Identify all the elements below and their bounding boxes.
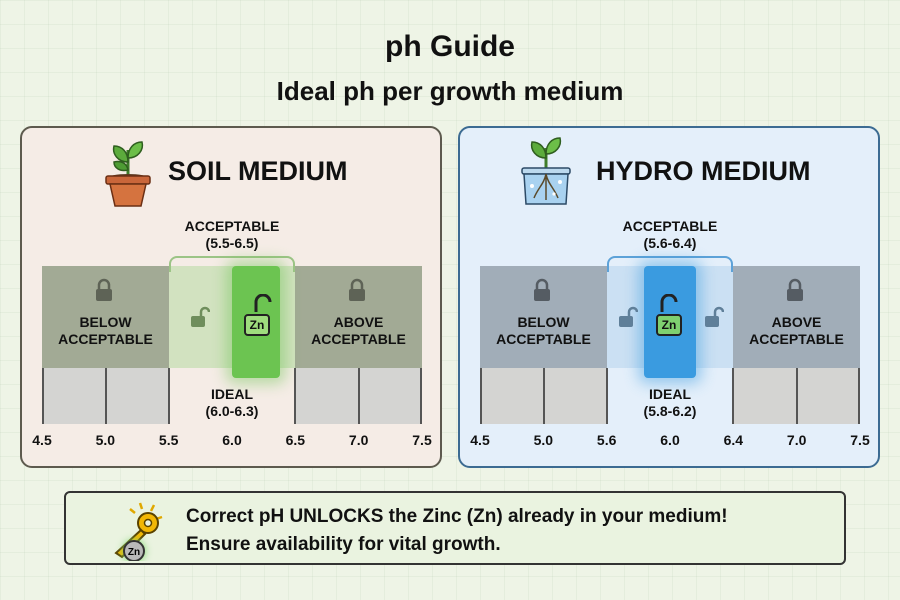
lock-closed-icon: [96, 278, 112, 301]
hydro-gridline: [480, 368, 482, 424]
hydro-gridline: [543, 368, 545, 424]
hydro-tick-label: 6.0: [660, 432, 680, 448]
hydro-acceptable-range: (5.6-6.4): [643, 235, 697, 251]
soil-ideal-title: IDEAL: [211, 386, 253, 402]
soil-gridline: [105, 368, 107, 424]
soil-below-line1: BELOW: [79, 314, 132, 330]
soil-ideal-label: IDEAL (6.0-6.3): [172, 386, 292, 420]
zinc-info-banner: Zn Correct pH UNLOCKS the Zinc (Zn) alre…: [64, 491, 846, 565]
page-title: ph Guide: [385, 30, 515, 63]
hydro-below-line2: ACCEPTABLE: [496, 331, 591, 347]
hydro-acceptable-title: ACCEPTABLE: [622, 218, 718, 234]
soil-panel: SOIL MEDIUM ACCEPTABLE (5.5-6.5) BELOW A…: [20, 126, 442, 468]
soil-gridline: [358, 368, 360, 424]
soil-acceptable-range: (5.5-6.5): [205, 235, 259, 251]
hydro-panel: HYDRO MEDIUM ACCEPTABLE (5.6-6.4) BELOW …: [458, 126, 880, 468]
hydro-ideal-title: IDEAL: [649, 386, 691, 402]
hydro-tick-label: 5.0: [533, 432, 554, 448]
lock-open-icon: [705, 306, 724, 327]
hydro-acceptable-label: ACCEPTABLE (5.6-6.4): [610, 218, 730, 252]
banner-line2: Ensure availability for vital growth.: [186, 534, 501, 555]
soil-gridline: [42, 368, 44, 424]
soil-ph-scale: BELOW ACCEPTABLE ABOVE ACCEPTABLE: [32, 256, 432, 448]
soil-tick-label: 7.0: [348, 432, 369, 448]
banner-line1: Correct pH UNLOCKS the Zinc (Zn) already…: [186, 506, 728, 527]
soil-tick-label: 4.5: [32, 432, 52, 448]
hydro-above-line2: ACCEPTABLE: [749, 331, 844, 347]
soil-tick-label: 7.5: [412, 432, 432, 448]
lock-open-icon: [619, 306, 638, 327]
soil-above-line1: ABOVE: [333, 314, 384, 330]
potted-plant-icon: [105, 141, 151, 207]
soil-above-zone: ABOVE ACCEPTABLE: [295, 266, 422, 368]
hydroponic-plant-icon: [521, 137, 571, 205]
hydro-ideal-label: IDEAL (5.8-6.2): [610, 386, 730, 420]
soil-acceptable-label: ACCEPTABLE (5.5-6.5): [172, 218, 292, 252]
soil-above-line2: ACCEPTABLE: [311, 331, 406, 347]
hydro-gridline: [796, 368, 798, 424]
soil-gridline: [420, 368, 422, 424]
hydro-tick-label: 5.6: [596, 432, 617, 448]
soil-panel-title: SOIL MEDIUM: [168, 156, 348, 186]
hydro-tick-label: 6.4: [723, 432, 744, 448]
hydro-below-line1: BELOW: [517, 314, 570, 330]
lock-closed-icon: [787, 278, 803, 301]
hydro-ideal-range: (5.8-6.2): [643, 403, 697, 419]
hydro-gridline: [606, 368, 608, 424]
soil-tick-label: 6.0: [222, 432, 242, 448]
soil-tick-label: 5.5: [158, 432, 179, 448]
soil-zinc-badge: Zn: [244, 314, 270, 336]
hydro-tick-label: 4.5: [470, 432, 490, 448]
hydro-acceptable-bracket: [607, 256, 733, 272]
hydro-panel-title: HYDRO MEDIUM: [596, 156, 811, 186]
banner-zinc-label: Zn: [128, 547, 140, 558]
soil-tick-label: 5.0: [95, 432, 116, 448]
soil-ideal-range: (6.0-6.3): [205, 403, 259, 419]
hydro-zinc-badge: Zn: [656, 314, 682, 336]
soil-below-line2: ACCEPTABLE: [58, 331, 153, 347]
soil-acceptable-bracket: [169, 256, 295, 272]
hydro-above-line1: ABOVE: [771, 314, 822, 330]
hydro-ph-scale: BELOW ACCEPTABLE ABOVE ACCEPTABLE: [470, 256, 870, 448]
soil-below-zone: BELOW ACCEPTABLE: [42, 266, 169, 368]
lock-open-icon: [191, 306, 210, 327]
hydro-gridline: [732, 368, 734, 424]
key-zinc-icon: Zn: [114, 502, 163, 561]
lock-closed-icon: [349, 278, 365, 301]
soil-tick-label: 6.5: [285, 432, 306, 448]
soil-acceptable-title: ACCEPTABLE: [184, 218, 280, 234]
lock-open-icon: [254, 294, 272, 312]
soil-gridline: [168, 368, 170, 424]
hydro-tick-label: 7.5: [850, 432, 870, 448]
soil-gridline: [294, 368, 296, 424]
hydro-below-zone: BELOW ACCEPTABLE: [480, 266, 607, 368]
hydro-above-zone: ABOVE ACCEPTABLE: [733, 266, 860, 368]
hydro-gridline: [858, 368, 860, 424]
page-subtitle: Ideal ph per growth medium: [276, 76, 624, 106]
lock-open-icon: [660, 294, 678, 312]
hydro-tick-label: 7.0: [786, 432, 807, 448]
lock-closed-icon: [534, 278, 550, 301]
